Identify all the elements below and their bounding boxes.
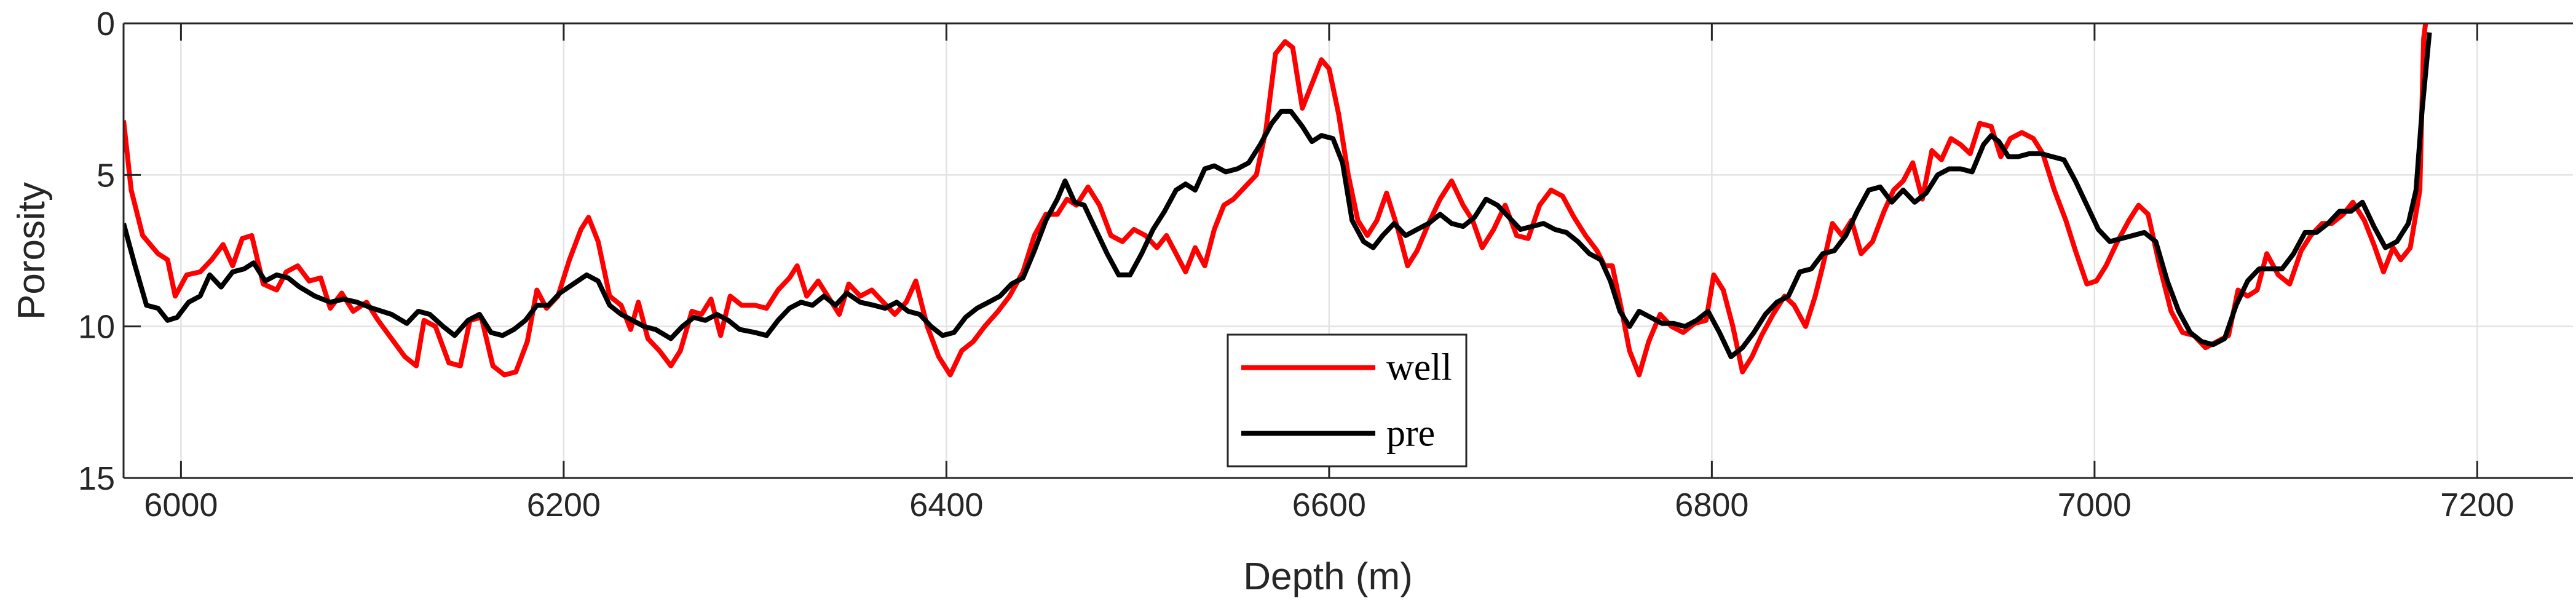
x-tick-label: 6400 xyxy=(909,487,983,523)
x-tick-label: 7000 xyxy=(2058,487,2132,523)
legend-box xyxy=(1227,333,1468,468)
legend: well pre xyxy=(1227,333,1468,468)
x-tick-label: 6200 xyxy=(527,487,601,523)
x-tick-label: 6000 xyxy=(144,487,218,523)
legend-label: well xyxy=(1386,347,1452,389)
x-axis-label: Depth (m) xyxy=(1243,555,1413,598)
y-tick-label: 5 xyxy=(97,157,115,194)
y-tick-label: 15 xyxy=(78,460,115,497)
y-tick-label: 10 xyxy=(78,309,115,346)
y-axis-label: Porosity xyxy=(10,182,53,320)
x-tick-label: 6800 xyxy=(1675,487,1748,523)
x-tick-label: 7200 xyxy=(2440,487,2514,523)
x-tick-label: 6600 xyxy=(1292,487,1366,523)
line-series xyxy=(124,32,2432,359)
y-tick-label: 0 xyxy=(97,6,115,42)
legend-label: pre xyxy=(1386,413,1435,455)
